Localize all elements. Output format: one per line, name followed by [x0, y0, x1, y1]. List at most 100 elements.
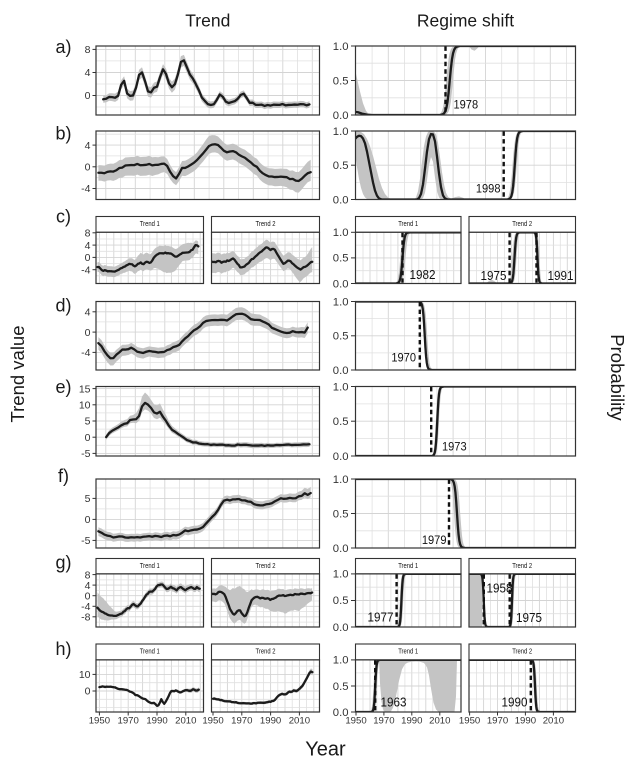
svg-text:0: 0	[85, 90, 91, 102]
svg-text:5: 5	[85, 416, 91, 428]
svg-text:1.0: 1.0	[333, 126, 349, 138]
svg-text:f): f)	[58, 466, 69, 486]
svg-text:Trend: Trend	[185, 11, 230, 31]
svg-text:10: 10	[79, 669, 91, 681]
svg-text:Trend 1: Trend 1	[398, 563, 418, 570]
svg-text:0.0: 0.0	[333, 194, 349, 206]
svg-text:Probability: Probability	[607, 334, 628, 421]
svg-text:1975: 1975	[516, 610, 542, 625]
svg-text:4: 4	[85, 67, 91, 79]
svg-text:0.0: 0.0	[333, 543, 349, 555]
svg-text:0.5: 0.5	[333, 416, 349, 428]
svg-text:2010: 2010	[175, 715, 196, 726]
svg-text:1958: 1958	[487, 581, 513, 596]
svg-text:1990: 1990	[502, 695, 528, 710]
svg-text:0.0: 0.0	[333, 278, 349, 290]
svg-text:Trend 1: Trend 1	[140, 648, 160, 655]
svg-text:1970: 1970	[487, 715, 508, 726]
svg-text:-5: -5	[81, 448, 90, 460]
svg-text:0: 0	[85, 162, 91, 174]
svg-text:Trend 2: Trend 2	[512, 221, 532, 228]
svg-text:1982: 1982	[410, 267, 436, 282]
svg-text:5: 5	[85, 493, 91, 505]
svg-text:1970: 1970	[231, 715, 252, 726]
svg-text:c): c)	[56, 206, 71, 226]
svg-text:1963: 1963	[381, 695, 407, 710]
svg-text:0.0: 0.0	[333, 622, 349, 634]
svg-text:0.0: 0.0	[333, 707, 349, 719]
svg-text:g): g)	[55, 553, 71, 573]
svg-text:Trend 2: Trend 2	[256, 221, 276, 228]
svg-text:1979: 1979	[422, 533, 447, 547]
svg-text:2010: 2010	[543, 715, 564, 726]
svg-text:1950: 1950	[345, 715, 366, 726]
svg-text:1990: 1990	[515, 715, 536, 726]
svg-text:Trend 1: Trend 1	[140, 221, 160, 228]
svg-text:Trend 1: Trend 1	[140, 563, 160, 570]
svg-text:15: 15	[79, 383, 91, 395]
svg-text:10: 10	[79, 400, 91, 412]
svg-text:-4: -4	[81, 347, 90, 359]
svg-text:Trend 2: Trend 2	[256, 563, 276, 570]
svg-text:1970: 1970	[391, 351, 416, 365]
svg-text:4: 4	[85, 580, 91, 592]
svg-text:0: 0	[85, 590, 91, 602]
svg-text:0.5: 0.5	[333, 75, 349, 87]
svg-text:Trend 2: Trend 2	[512, 563, 532, 570]
svg-text:-5: -5	[81, 535, 90, 547]
svg-text:1998: 1998	[476, 182, 501, 196]
svg-text:4: 4	[85, 307, 91, 319]
svg-text:0.5: 0.5	[333, 331, 349, 343]
svg-text:0.5: 0.5	[333, 595, 349, 607]
svg-text:d): d)	[55, 296, 71, 316]
svg-text:1950: 1950	[202, 715, 223, 726]
svg-text:Trend 1: Trend 1	[398, 221, 418, 228]
svg-text:1990: 1990	[146, 715, 167, 726]
svg-text:1990: 1990	[401, 715, 422, 726]
svg-text:h): h)	[55, 639, 71, 659]
svg-text:1977: 1977	[368, 610, 394, 625]
svg-text:e): e)	[55, 377, 71, 397]
svg-text:Trend value: Trend value	[7, 325, 28, 422]
svg-text:1.0: 1.0	[333, 381, 349, 393]
svg-text:1970: 1970	[373, 715, 394, 726]
svg-text:0: 0	[85, 252, 91, 264]
svg-text:1991: 1991	[548, 268, 574, 283]
svg-text:0.5: 0.5	[333, 508, 349, 520]
svg-text:0: 0	[85, 514, 91, 526]
svg-text:8: 8	[85, 569, 91, 581]
svg-text:2010: 2010	[289, 715, 310, 726]
svg-text:2010: 2010	[429, 715, 450, 726]
svg-text:1973: 1973	[442, 440, 467, 454]
svg-text:b): b)	[55, 123, 71, 143]
svg-text:1950: 1950	[89, 715, 110, 726]
svg-text:1.0: 1.0	[333, 569, 349, 581]
svg-text:a): a)	[55, 37, 71, 57]
svg-text:Trend 2: Trend 2	[256, 648, 276, 655]
svg-text:1.0: 1.0	[333, 655, 349, 667]
svg-text:Trend 2: Trend 2	[512, 648, 532, 655]
svg-text:Regime shift: Regime shift	[417, 11, 514, 31]
svg-text:-8: -8	[81, 612, 90, 624]
svg-text:1.0: 1.0	[333, 41, 349, 53]
svg-text:1.0: 1.0	[333, 474, 349, 486]
svg-text:8: 8	[85, 228, 91, 240]
svg-text:1978: 1978	[454, 98, 479, 112]
svg-text:1950: 1950	[459, 715, 480, 726]
svg-text:Trend 1: Trend 1	[398, 648, 418, 655]
svg-text:1.0: 1.0	[333, 296, 349, 308]
svg-text:1970: 1970	[118, 715, 139, 726]
svg-text:-4: -4	[81, 183, 90, 195]
svg-text:0.5: 0.5	[333, 160, 349, 172]
svg-text:0.0: 0.0	[333, 365, 349, 377]
svg-text:1975: 1975	[481, 268, 507, 283]
svg-text:-4: -4	[81, 264, 90, 276]
svg-text:4: 4	[85, 140, 91, 152]
svg-text:0: 0	[85, 327, 91, 339]
svg-text:4: 4	[85, 240, 91, 252]
svg-text:0.0: 0.0	[333, 451, 349, 463]
svg-text:Year: Year	[305, 739, 346, 761]
svg-text:-4: -4	[81, 601, 90, 613]
svg-text:0.5: 0.5	[333, 253, 349, 265]
svg-text:8: 8	[85, 44, 91, 56]
